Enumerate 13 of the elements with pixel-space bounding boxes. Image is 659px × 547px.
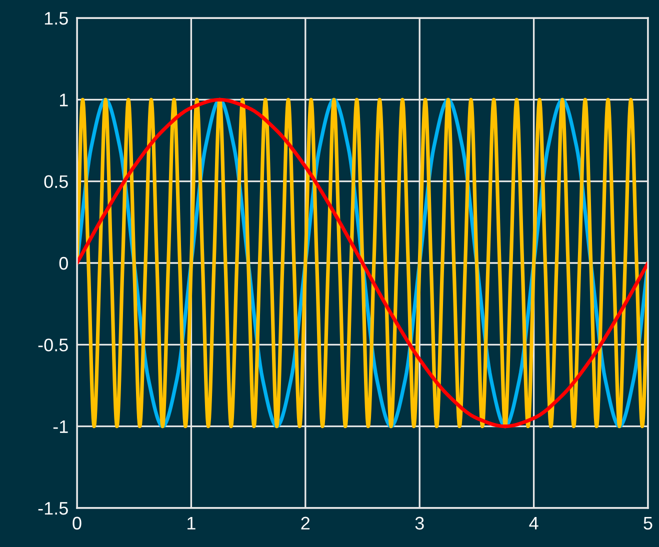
y-tick-label: 1.5 — [44, 12, 68, 25]
y-tick-label: 0.5 — [44, 175, 68, 188]
x-tick-label: 5 — [644, 516, 652, 530]
y-tick-label: 0 — [59, 256, 68, 270]
y-tick-label: 1 — [60, 94, 68, 106]
x-tick-label: 3 — [415, 516, 424, 530]
x-tick-label: 4 — [529, 516, 538, 530]
y-tick-label: -1 — [53, 420, 68, 433]
x-tick-label: 2 — [301, 516, 310, 530]
y-tick-label: -0.5 — [38, 338, 68, 352]
y-tick-label: -1.5 — [38, 502, 68, 515]
x-tick-label: 0 — [72, 516, 82, 530]
x-tick-label: 1 — [188, 516, 196, 530]
